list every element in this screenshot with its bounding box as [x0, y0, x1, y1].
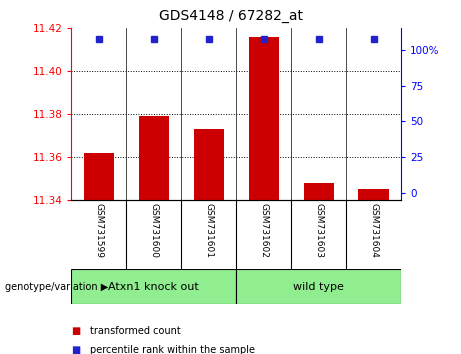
- Text: wild type: wild type: [293, 282, 344, 292]
- Text: GSM731599: GSM731599: [95, 204, 103, 258]
- Text: GSM731603: GSM731603: [314, 204, 323, 258]
- Bar: [71, 269, 236, 304]
- Bar: [359, 189, 389, 200]
- Text: transformed count: transformed count: [90, 326, 181, 336]
- Bar: [194, 129, 224, 200]
- Bar: [139, 116, 169, 200]
- Text: GDS4148 / 67282_at: GDS4148 / 67282_at: [159, 9, 302, 23]
- Text: Atxn1 knock out: Atxn1 knock out: [108, 282, 199, 292]
- Bar: [303, 183, 334, 200]
- Bar: [236, 269, 401, 304]
- Bar: [84, 153, 114, 200]
- Text: GSM731602: GSM731602: [259, 204, 268, 258]
- Text: GSM731600: GSM731600: [149, 204, 159, 258]
- Text: GSM731601: GSM731601: [204, 204, 213, 258]
- Text: genotype/variation ▶: genotype/variation ▶: [5, 282, 108, 292]
- Text: ■: ■: [71, 326, 81, 336]
- Text: percentile rank within the sample: percentile rank within the sample: [90, 346, 255, 354]
- Text: GSM731604: GSM731604: [369, 204, 378, 258]
- Bar: [248, 37, 279, 200]
- Text: ■: ■: [71, 346, 81, 354]
